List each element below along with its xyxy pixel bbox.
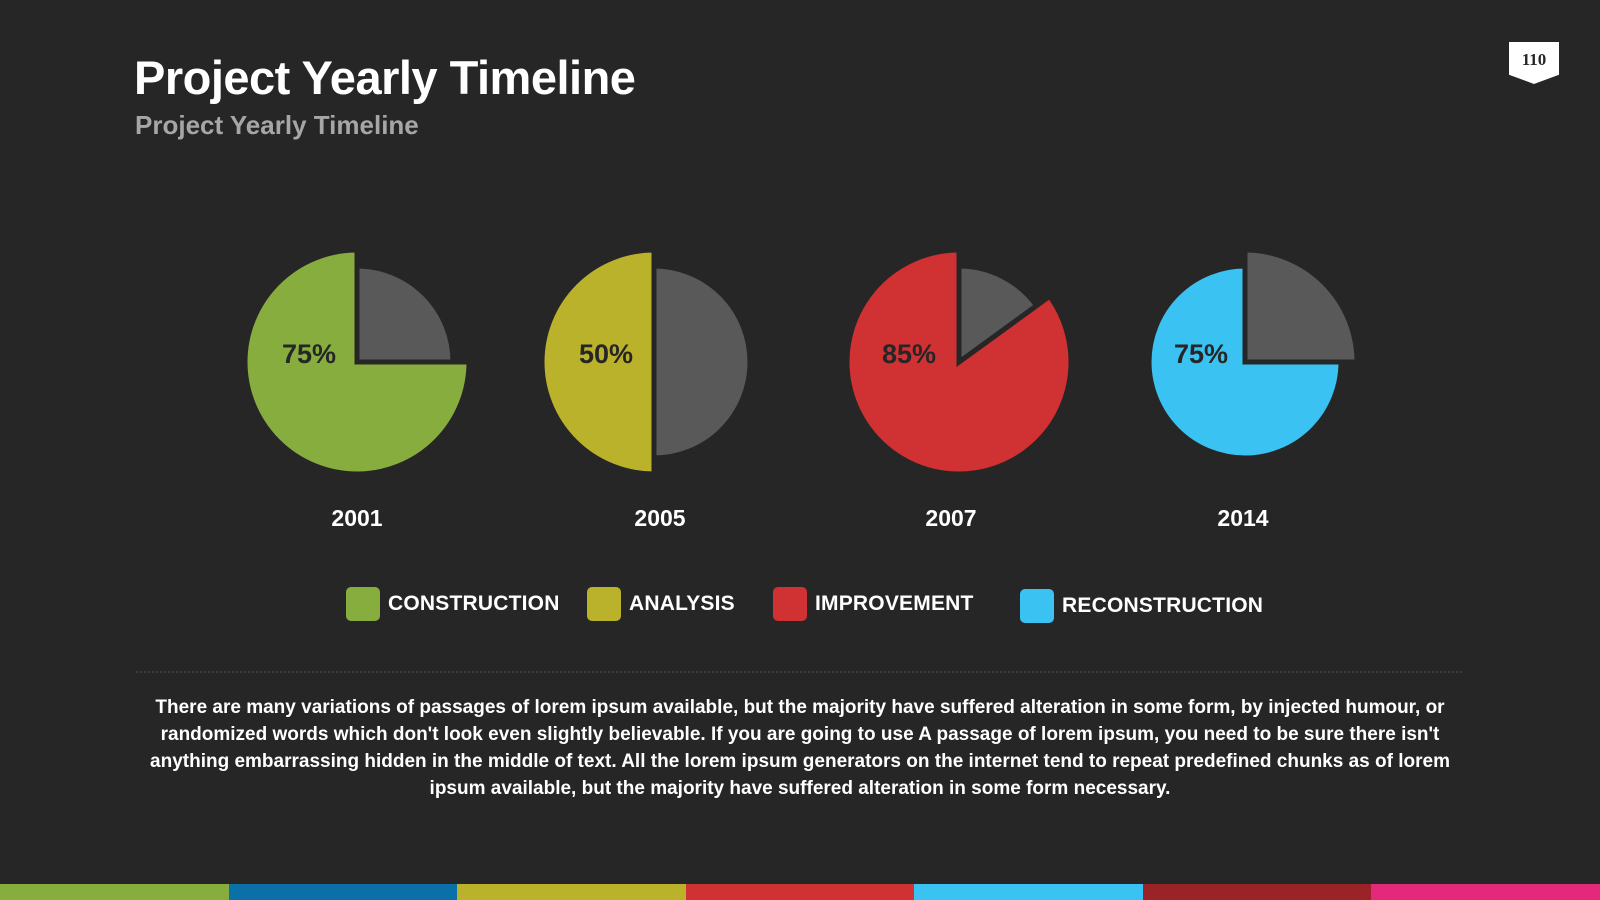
pie-slice-remainder-2001	[354, 263, 456, 365]
page-number-badge: 110	[1509, 42, 1559, 84]
pie-label-2001: 75%	[282, 339, 336, 369]
page-subtitle: Project Yearly Timeline	[135, 110, 419, 140]
bottom-bar-segment-5	[914, 884, 1143, 900]
pie-chart-2001: 75%	[242, 247, 472, 477]
bottom-bar-segment-6	[1142, 884, 1372, 900]
pie-chart-2007: 85%	[844, 247, 1074, 477]
legend-item-improvement: IMPROVEMENT	[773, 586, 974, 622]
bottom-color-bar	[0, 884, 1600, 900]
legend-swatch-analysis	[587, 587, 621, 621]
description-paragraph: There are many variations of passages of…	[150, 697, 1450, 799]
bottom-bar-segment-7	[1371, 884, 1600, 900]
year-label-2014: 2014	[1217, 505, 1269, 531]
pie-chart-2014: 75%	[1146, 247, 1360, 461]
pie-label-2014: 75%	[1174, 339, 1228, 369]
legend-item-analysis: ANALYSIS	[587, 586, 735, 622]
pie-slice-reconstruction-2014	[1146, 263, 1344, 461]
year-label-2007: 2007	[925, 505, 977, 531]
legend-swatch-construction	[346, 587, 380, 621]
year-label-2001: 2001	[331, 505, 383, 531]
legend-swatch-reconstruction	[1020, 589, 1054, 623]
legend-label-improvement: IMPROVEMENT	[815, 592, 974, 615]
bottom-bar-segment-2	[228, 884, 458, 900]
bottom-bar-segment-1	[0, 884, 229, 900]
bottom-bar-segment-4	[685, 884, 915, 900]
legend-label-reconstruction: RECONSTRUCTION	[1062, 594, 1264, 617]
page-title: Project Yearly Timeline	[134, 51, 636, 104]
dotted-divider	[136, 671, 1462, 673]
legend-label-construction: CONSTRUCTION	[388, 592, 560, 615]
bottom-bar-segment-3	[457, 884, 686, 900]
legend-item-reconstruction: RECONSTRUCTION	[1020, 588, 1263, 624]
pie-slice-remainder-2014	[1242, 247, 1360, 365]
legend-label-analysis: ANALYSIS	[629, 592, 735, 615]
pie-charts: 75% 50% 85% 75%	[242, 247, 1360, 477]
pie-slice-remainder-2007	[956, 263, 1041, 367]
legend-item-construction: CONSTRUCTION	[346, 586, 560, 622]
pie-label-2005: 50%	[579, 339, 633, 369]
pie-label-2007: 85%	[882, 339, 936, 369]
legend-swatch-improvement	[773, 587, 807, 621]
pie-slice-remainder-2005	[651, 263, 753, 461]
pie-chart-2005: 50%	[539, 247, 753, 477]
pie-slice-analysis-2005	[539, 247, 657, 477]
year-label-2005: 2005	[634, 505, 686, 531]
